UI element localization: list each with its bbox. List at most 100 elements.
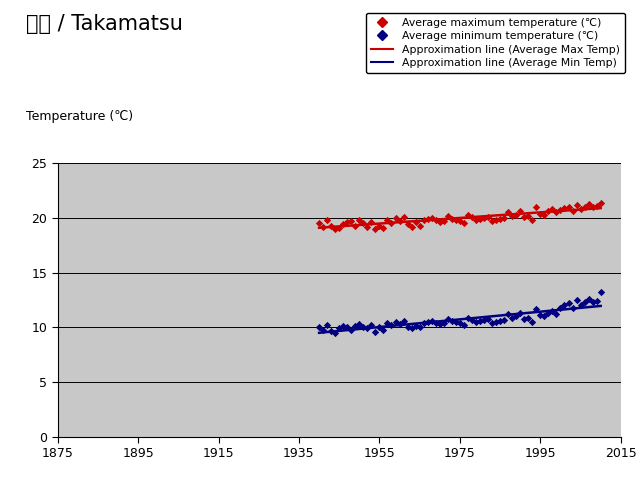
Point xyxy=(551,311,561,318)
Point xyxy=(495,317,505,324)
Point xyxy=(330,225,340,233)
Point xyxy=(435,218,445,226)
Point xyxy=(579,299,589,306)
Point xyxy=(406,324,417,332)
Point xyxy=(475,317,485,324)
Point xyxy=(371,225,381,233)
Point xyxy=(575,205,586,213)
Point xyxy=(371,328,381,336)
Point xyxy=(431,319,441,327)
Point xyxy=(491,318,501,326)
Point xyxy=(422,318,433,326)
Point xyxy=(540,211,550,218)
Point xyxy=(596,288,606,296)
Text: Temperature (℃): Temperature (℃) xyxy=(26,110,132,123)
Point xyxy=(330,329,340,336)
Point xyxy=(499,214,509,222)
Point xyxy=(451,318,461,326)
Point xyxy=(318,326,328,334)
Point xyxy=(438,217,449,225)
Point xyxy=(487,319,497,327)
Point xyxy=(515,309,525,317)
Point xyxy=(415,222,425,229)
Point xyxy=(382,319,392,327)
Point xyxy=(523,313,533,321)
Point xyxy=(547,307,557,315)
Point xyxy=(568,304,578,312)
Point xyxy=(338,221,348,228)
Point xyxy=(382,216,392,224)
Point xyxy=(483,315,493,323)
Point xyxy=(443,212,453,219)
Point xyxy=(515,207,525,215)
Point xyxy=(584,295,594,303)
Point xyxy=(455,319,465,327)
Point xyxy=(374,324,385,331)
Point xyxy=(314,324,324,331)
Point xyxy=(431,216,441,224)
Point xyxy=(503,209,513,216)
Point xyxy=(495,215,505,223)
Point xyxy=(471,318,481,326)
Point xyxy=(563,300,573,307)
Point xyxy=(475,215,485,223)
Point xyxy=(479,214,489,222)
Point xyxy=(507,313,517,321)
Point xyxy=(419,216,429,224)
Point xyxy=(358,324,369,331)
Point xyxy=(556,206,566,214)
Point xyxy=(523,212,533,219)
Point xyxy=(403,221,413,228)
Point xyxy=(579,203,589,211)
Point xyxy=(527,216,538,224)
Point xyxy=(519,315,529,323)
Point xyxy=(519,213,529,221)
Point xyxy=(378,224,388,232)
Point xyxy=(596,199,606,206)
Point xyxy=(455,217,465,225)
Point xyxy=(419,319,429,327)
Point xyxy=(342,218,353,226)
Point xyxy=(503,311,513,318)
Point xyxy=(540,312,550,320)
Point xyxy=(350,222,360,229)
Point xyxy=(387,219,397,227)
Point xyxy=(366,321,376,329)
Point xyxy=(438,319,449,327)
Point xyxy=(559,204,570,212)
Point xyxy=(447,215,457,223)
Point xyxy=(378,326,388,334)
Point xyxy=(543,309,554,317)
Point xyxy=(588,203,598,211)
Point xyxy=(563,203,573,211)
Point xyxy=(399,213,409,221)
Point xyxy=(358,219,369,227)
Point xyxy=(568,207,578,215)
Point xyxy=(527,318,538,326)
Point xyxy=(459,321,469,329)
Point xyxy=(394,320,404,328)
Point xyxy=(338,323,348,330)
Point xyxy=(471,216,481,224)
Point xyxy=(463,313,473,321)
Point xyxy=(334,324,344,332)
Point xyxy=(584,200,594,207)
Point xyxy=(507,212,517,219)
Point xyxy=(572,201,582,209)
Point xyxy=(588,299,598,306)
Point xyxy=(410,323,420,330)
Text: 高松 / Takamatsu: 高松 / Takamatsu xyxy=(26,14,182,35)
Point xyxy=(463,211,473,218)
Point xyxy=(334,224,344,232)
Point xyxy=(322,216,332,224)
Point xyxy=(531,203,541,211)
Point xyxy=(479,316,489,324)
Point xyxy=(535,210,545,217)
Point xyxy=(443,315,453,323)
Point xyxy=(435,320,445,328)
Point xyxy=(362,324,372,332)
Point xyxy=(499,316,509,324)
Point xyxy=(556,304,566,312)
Point xyxy=(531,305,541,312)
Point xyxy=(511,211,522,218)
